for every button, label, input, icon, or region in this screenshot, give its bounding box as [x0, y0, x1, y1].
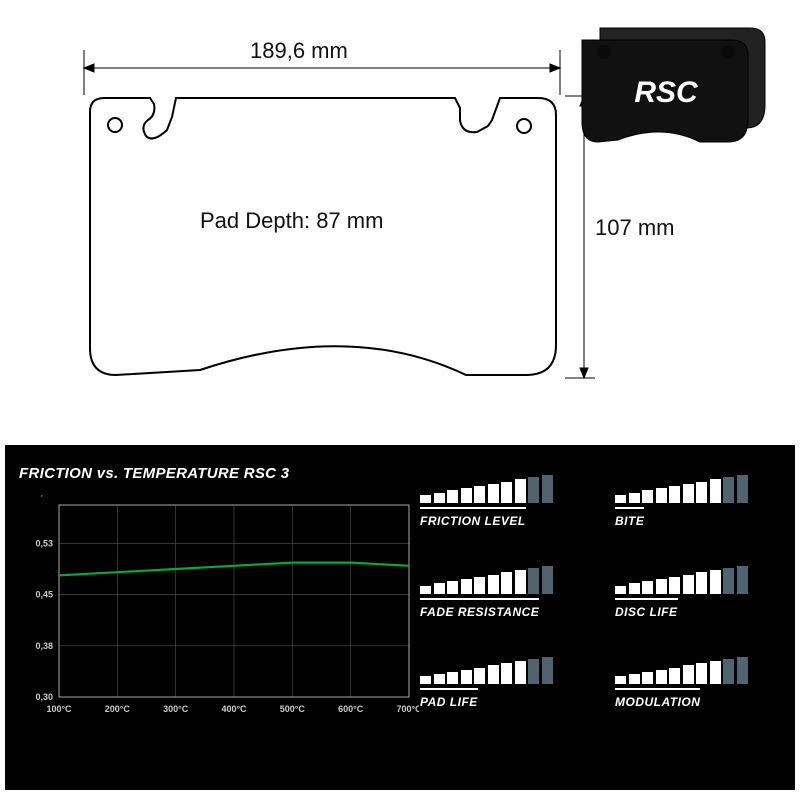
svg-text:0,60: 0,60: [35, 495, 53, 497]
ratings-grid: FRICTION LEVEL BITE FADE RESISTANCE DISC LI…: [420, 475, 775, 711]
friction-chart: COEFFICIENT OF FRICTION 0,300,380,450,53…: [19, 495, 419, 725]
brand-logo: RSC: [634, 76, 699, 109]
svg-text:600°C: 600°C: [338, 704, 364, 714]
svg-text:500°C: 500°C: [280, 704, 306, 714]
svg-text:0,45: 0,45: [35, 590, 53, 600]
rating-bars: [615, 657, 775, 685]
svg-text:200°C: 200°C: [105, 704, 131, 714]
rating-bite: BITE: [615, 475, 775, 530]
svg-text:100°C: 100°C: [46, 704, 72, 714]
height-label: 107 mm: [595, 215, 674, 241]
rating-bars: [420, 657, 580, 685]
rating-pad-life: PAD LIFE: [420, 657, 580, 712]
svg-text:0,38: 0,38: [35, 641, 53, 651]
rating-bars: [420, 566, 580, 594]
rating-disc-life: DISC LIFE: [615, 566, 775, 621]
rating-label: BITE: [615, 507, 644, 528]
width-label: 189,6 mm: [250, 38, 348, 64]
rating-bars: [615, 475, 775, 503]
product-image: RSC: [570, 10, 780, 155]
rating-fade-resistance: FADE RESISTANCE: [420, 566, 580, 621]
rating-friction-level: FRICTION LEVEL: [420, 475, 580, 530]
rating-label: MODULATION: [615, 688, 700, 709]
technical-drawing: 189,6 mm 107 mm Pad Depth: 87 mm RSC: [0, 0, 800, 430]
rating-bars: [615, 566, 775, 594]
svg-text:300°C: 300°C: [163, 704, 189, 714]
rating-label: PAD LIFE: [420, 688, 478, 709]
rating-modulation: MODULATION: [615, 657, 775, 712]
performance-panel: FRICTION vs. TEMPERATURE RSC 3 COEFFICIE…: [5, 445, 795, 790]
rating-label: FADE RESISTANCE: [420, 598, 539, 619]
svg-text:0,30: 0,30: [35, 692, 53, 702]
svg-text:400°C: 400°C: [221, 704, 247, 714]
rating-label: FRICTION LEVEL: [420, 507, 526, 528]
svg-text:0,53: 0,53: [35, 538, 53, 548]
svg-text:700°C: 700°C: [396, 704, 419, 714]
rating-bars: [420, 475, 580, 503]
rating-label: DISC LIFE: [615, 598, 678, 619]
pad-depth-label: Pad Depth: 87 mm: [200, 208, 383, 234]
